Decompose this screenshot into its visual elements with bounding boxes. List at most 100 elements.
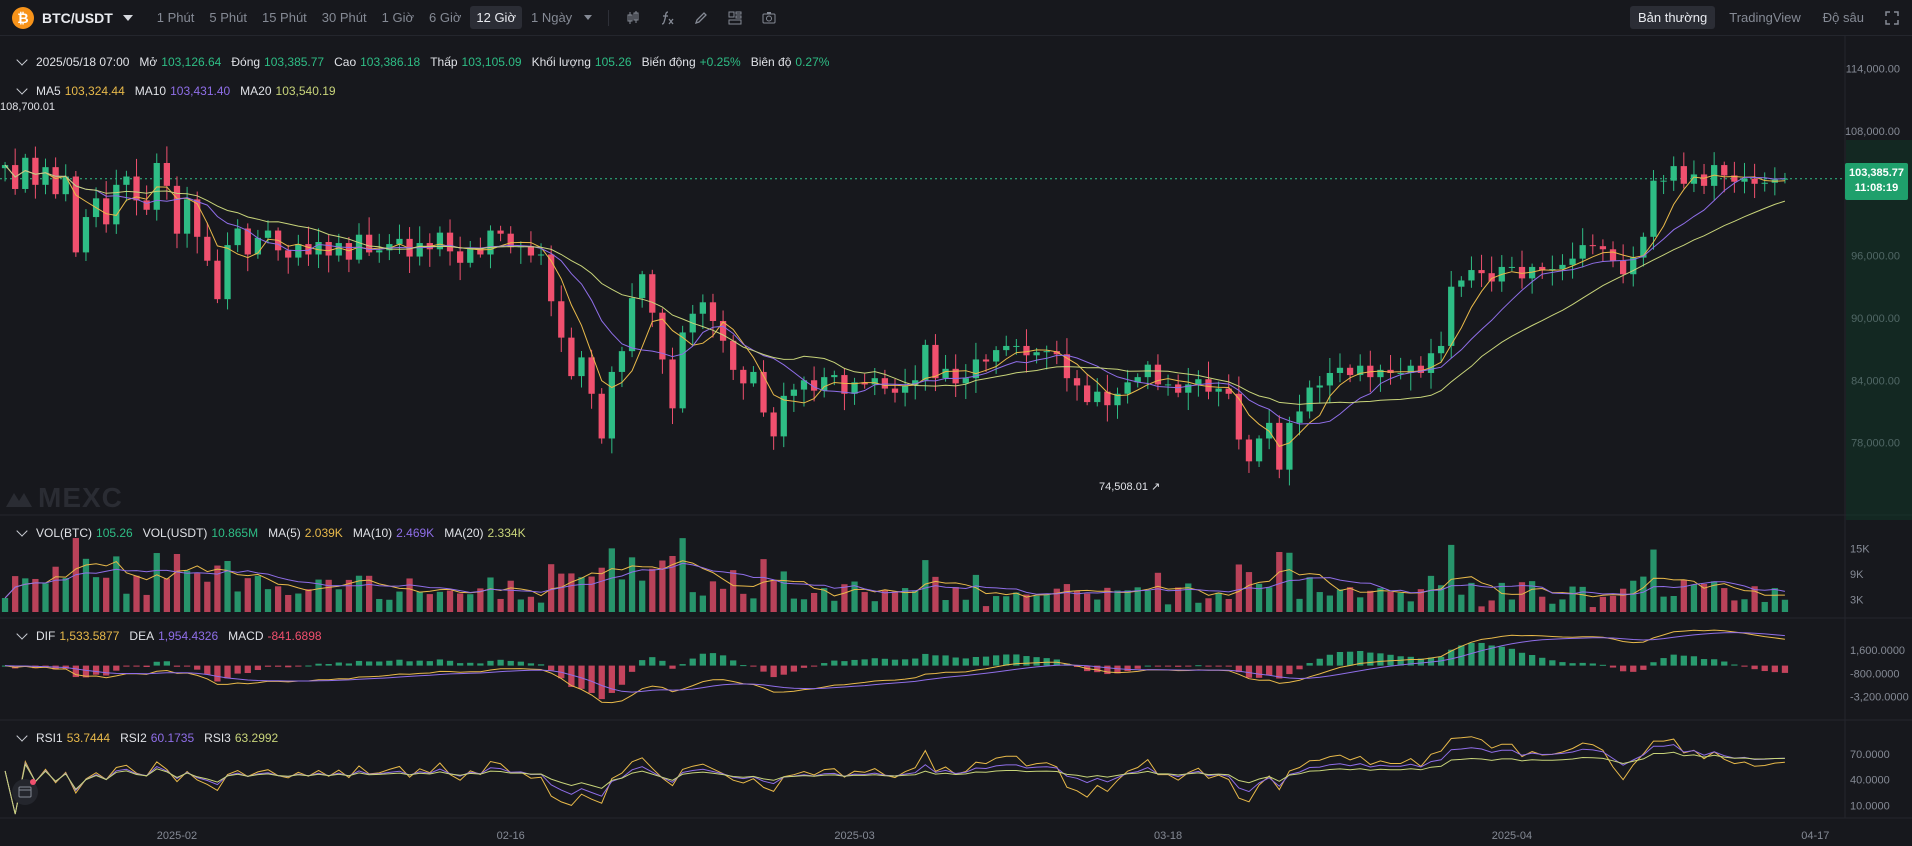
volume-bar [1478, 606, 1485, 612]
volume-bar [457, 593, 464, 612]
screenshot-button[interactable] [755, 6, 783, 30]
chart-settings-button[interactable] [12, 779, 38, 805]
candle-body [972, 359, 980, 379]
volume-bar [365, 575, 373, 612]
candle-body [1205, 379, 1212, 392]
macd-histogram-bar [1316, 658, 1323, 666]
volume-bar [123, 593, 130, 612]
candle-body [183, 199, 191, 234]
volume-bar [1175, 587, 1182, 612]
indicator-button[interactable] [653, 6, 681, 30]
tab-depth[interactable]: Độ sâu [1822, 10, 1864, 25]
candle-body [1569, 258, 1576, 265]
chevron-down-icon[interactable] [16, 730, 28, 742]
volume-bar [1650, 549, 1657, 612]
volume-bar [1306, 577, 1313, 612]
pair-selector[interactable]: BTC/USDT [42, 9, 113, 26]
macd-histogram-bar [1781, 665, 1789, 673]
candle-body [1397, 372, 1404, 374]
macd-histogram-bar [1417, 658, 1425, 666]
macd-histogram-bar [1468, 642, 1475, 666]
candle-body [1215, 388, 1222, 392]
candle-body [962, 378, 969, 384]
macd-histogram-bar [477, 663, 484, 666]
candle-body [1407, 365, 1414, 373]
macd-histogram-bar [183, 665, 191, 667]
macd-histogram-bar [1114, 665, 1121, 674]
candle-body [1700, 174, 1708, 186]
candle-body [1377, 369, 1384, 378]
rsi1-value: 53.7444 [66, 731, 111, 745]
chevron-down-icon[interactable] [16, 525, 28, 537]
volume-bar [163, 578, 170, 612]
chevron-down-icon[interactable] [122, 14, 133, 21]
volume-bar [1620, 588, 1627, 612]
timeframe-30m[interactable]: 30 Phút [321, 10, 367, 25]
volume-bar [1357, 597, 1364, 612]
timeframe-1h[interactable]: 1 Giờ [381, 10, 414, 25]
candle-body [1225, 388, 1232, 394]
volume-bar [537, 602, 545, 612]
volume-bar [1437, 585, 1445, 612]
layout-button[interactable] [721, 6, 749, 30]
volume-bar [527, 596, 535, 612]
price-chart[interactable]: 114,000.00 108,000.00 96,000.00 90,000.00 84… [0, 36, 1912, 846]
macd-histogram-bar [527, 663, 535, 666]
draw-button[interactable] [687, 6, 715, 30]
volume-bar [295, 593, 302, 612]
macd-histogram-bar [1549, 660, 1556, 666]
candle-type-button[interactable] [619, 6, 647, 30]
timeframe-12h[interactable]: 12 Giờ [470, 6, 522, 29]
volume-bar [1468, 582, 1475, 612]
candle-body [1094, 391, 1101, 403]
candle-body [548, 254, 555, 302]
fullscreen-icon[interactable] [1884, 10, 1900, 26]
candle-body [1336, 367, 1344, 373]
candle-countdown: 11:08:19 [1854, 182, 1899, 194]
candle-body [669, 359, 676, 409]
candle-body [1731, 175, 1738, 182]
macd-row: DIF 1,533.5877 DEA 1,954.4326 MACD -841.689… [16, 628, 332, 643]
volume-bar [851, 581, 858, 612]
volume-bar [821, 588, 828, 612]
candle-body [810, 380, 818, 391]
volume-bar [1073, 590, 1081, 612]
volume-bar [12, 576, 19, 612]
candle-body [578, 357, 585, 377]
candle-body [264, 230, 272, 238]
candle-body [365, 234, 373, 253]
candle-body [113, 184, 120, 225]
volume-bar [1286, 552, 1293, 612]
timeframe-day-dropdown[interactable]: 1 Ngày [525, 6, 598, 29]
chevron-down-icon[interactable] [16, 628, 28, 640]
candle-body [315, 241, 322, 255]
timeframe-5m[interactable]: 5 Phút [209, 10, 247, 25]
macd-histogram-bar [831, 660, 838, 666]
timeframe-1m[interactable]: 1 Phút [156, 10, 195, 25]
volume-bar [254, 575, 262, 612]
tab-basic[interactable]: Bản thường [1629, 6, 1716, 29]
macd-histogram-bar [416, 660, 423, 666]
ma5-value: 103,324.44 [64, 84, 125, 98]
macd-histogram-bar [92, 665, 100, 675]
tab-tradingview[interactable]: TradingView [1729, 10, 1801, 25]
candle-body [457, 251, 464, 263]
volume-bar [548, 564, 555, 612]
volume-bar [1569, 586, 1576, 612]
volume-bar [82, 558, 90, 612]
macd-histogram-bar [1094, 665, 1101, 673]
macd-histogram-bar [618, 665, 626, 685]
candle-body [214, 260, 221, 300]
timeframe-15m[interactable]: 15 Phút [261, 10, 307, 25]
macd-histogram-bar [821, 663, 828, 666]
candle-body [1761, 182, 1768, 184]
close-value: 103,385.77 [264, 55, 325, 69]
chevron-down-icon[interactable] [16, 54, 28, 66]
timeframe-6h[interactable]: 6 Giờ [429, 10, 462, 25]
macd-histogram-bar [1660, 658, 1667, 666]
candle-body [1357, 365, 1364, 376]
ohlc-date: 2025/05/18 07:00 [36, 55, 130, 69]
macd-histogram-bar [1266, 665, 1273, 676]
chevron-down-icon[interactable] [16, 83, 28, 95]
macd-histogram-bar [133, 665, 140, 667]
